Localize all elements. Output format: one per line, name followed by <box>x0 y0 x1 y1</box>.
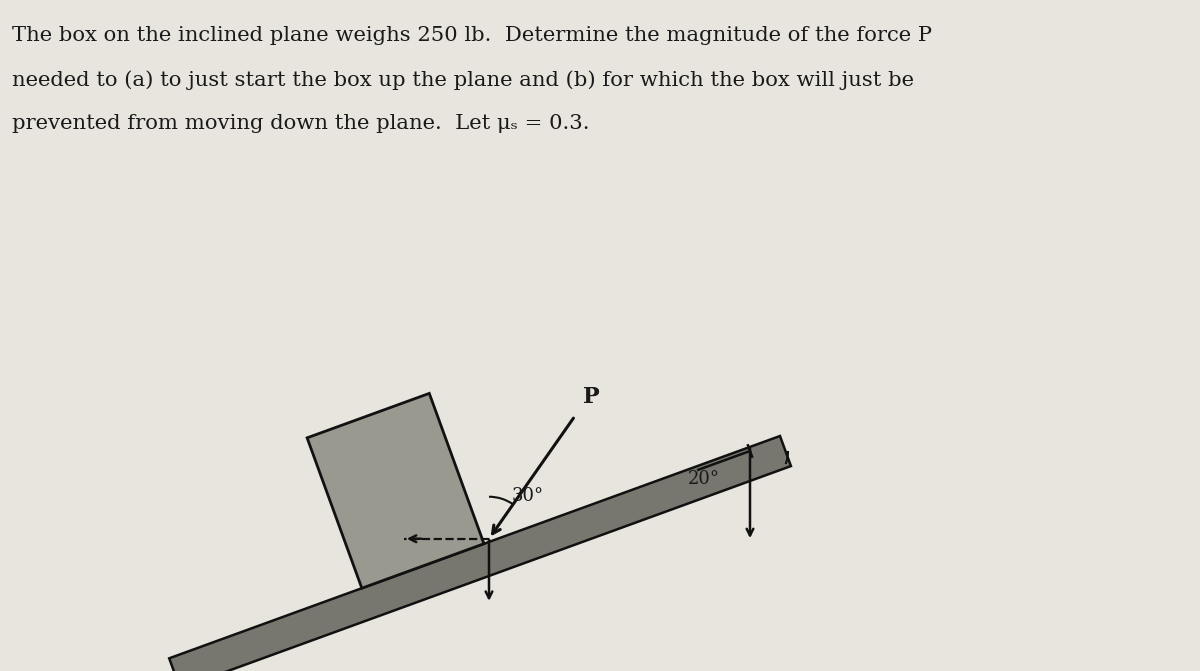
Polygon shape <box>169 436 791 671</box>
Polygon shape <box>307 393 484 588</box>
Text: 30°: 30° <box>511 487 544 505</box>
Text: prevented from moving down the plane.  Let μₛ = 0.3.: prevented from moving down the plane. Le… <box>12 114 589 133</box>
Text: The box on the inclined plane weighs 250 lb.  Determine the magnitude of the for: The box on the inclined plane weighs 250… <box>12 26 932 45</box>
Text: needed to (a) to just start the box up the plane and (b) for which the box will : needed to (a) to just start the box up t… <box>12 70 914 90</box>
Text: P: P <box>583 386 600 408</box>
Text: 20°: 20° <box>688 470 720 488</box>
